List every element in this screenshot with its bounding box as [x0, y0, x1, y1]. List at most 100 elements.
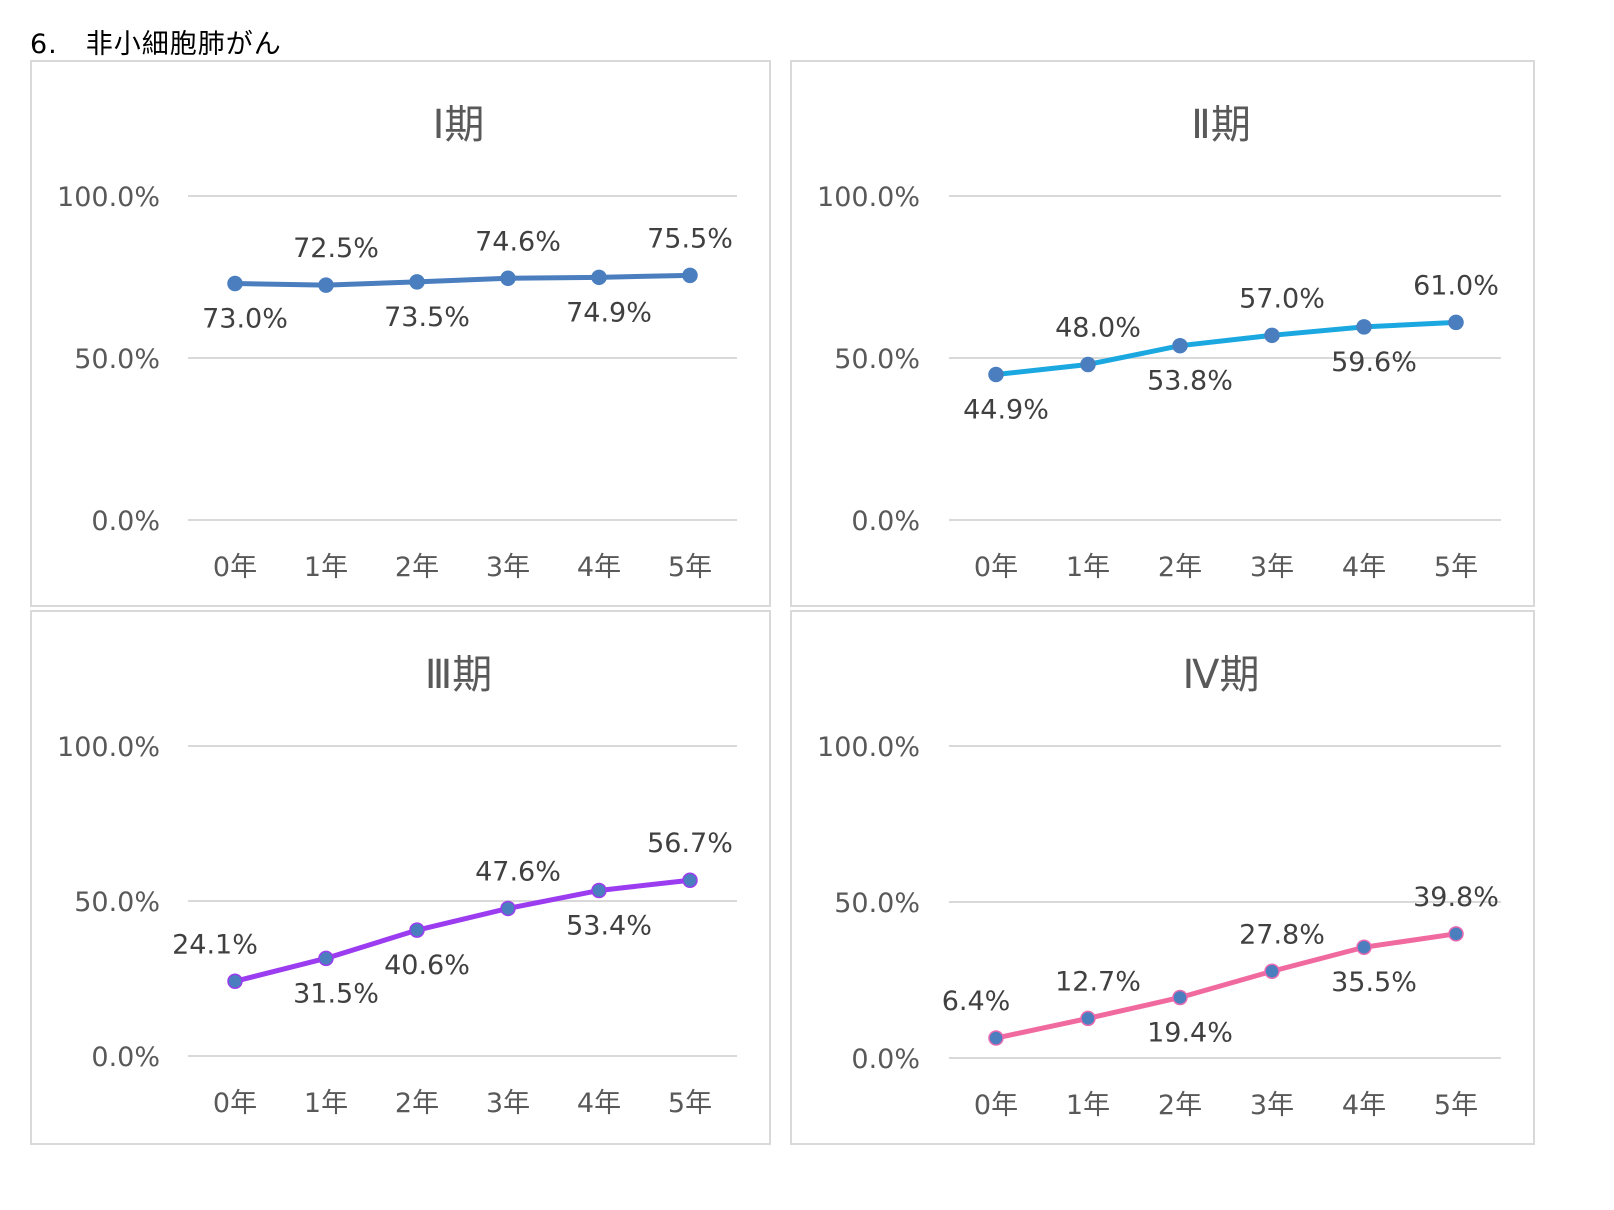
data-point — [1264, 963, 1280, 980]
x-tick-label: 1年 — [1066, 1090, 1110, 1121]
data-point — [591, 882, 607, 899]
data-point — [500, 270, 516, 287]
x-tick-label: 3年 — [486, 552, 530, 583]
data-label: 12.7% — [1055, 966, 1141, 997]
x-tick-label: 0年 — [213, 552, 257, 583]
data-point — [1356, 939, 1372, 955]
data-label: 73.5% — [384, 302, 470, 333]
x-tick-label: 1年 — [1066, 552, 1110, 583]
chart-title: Ⅱ期 — [1191, 102, 1251, 148]
chart-panel-stage-2: Ⅱ期 0.0% 50.0% 100.0% 0年 1年 2年 3年 4年 5年 44.9% 48.0% 5… — [790, 60, 1535, 607]
data-point — [409, 922, 425, 938]
data-point — [1172, 989, 1188, 1006]
data-label: 56.7% — [647, 828, 733, 859]
y-tick-label: 100.0% — [57, 182, 160, 213]
data-point — [682, 872, 698, 888]
series-line — [232, 877, 693, 984]
x-tick-label: 5年 — [668, 552, 712, 583]
page-title: 6. 非小細胞肺がん — [30, 29, 282, 60]
x-tick-label: 0年 — [974, 1090, 1018, 1121]
x-tick-label: 2年 — [395, 1088, 439, 1119]
x-tick-label: 3年 — [486, 1088, 530, 1119]
x-tick-label: 2年 — [1158, 1090, 1202, 1121]
data-label: 53.4% — [566, 910, 652, 941]
data-point — [318, 277, 334, 293]
data-label: 72.5% — [293, 233, 379, 264]
data-label: 24.1% — [172, 929, 258, 960]
data-point — [227, 973, 243, 990]
data-label: 75.5% — [647, 223, 733, 254]
x-tick-label: 1年 — [304, 1088, 348, 1119]
x-tick-label: 5年 — [668, 1088, 712, 1119]
x-tick-label: 3年 — [1250, 552, 1294, 583]
x-tick-label: 3年 — [1250, 1090, 1294, 1121]
y-tick-label: 50.0% — [834, 344, 920, 375]
y-tick-label: 0.0% — [91, 506, 160, 537]
data-point — [988, 1030, 1004, 1046]
data-label: 39.8% — [1413, 882, 1499, 913]
y-tick-label: 0.0% — [851, 1044, 920, 1075]
y-tick-label: 0.0% — [851, 506, 920, 537]
chart-title: Ⅳ期 — [1183, 652, 1260, 698]
data-label: 74.6% — [475, 226, 561, 257]
data-label: 44.9% — [963, 395, 1049, 426]
x-tick-label: 4年 — [577, 552, 621, 583]
chart-panel-stage-3: Ⅲ期 0.0% 50.0% 100.0% 0年 1年 2年 3年 4年 5年 24.1% 31.5% 4… — [30, 610, 771, 1145]
data-point — [318, 950, 334, 967]
data-point — [1356, 319, 1372, 335]
data-point — [1264, 327, 1280, 344]
data-label: 6.4% — [942, 986, 1011, 1017]
series-line — [232, 272, 693, 288]
chart-svg: Ⅰ期 0.0% 50.0% 100.0% 0年 1年 2年 3年 4年 5年 73.0% 72.5% 7… — [57, 102, 737, 583]
data-label: 53.8% — [1147, 366, 1233, 397]
y-tick-label: 100.0% — [817, 732, 920, 763]
y-tick-label: 0.0% — [91, 1042, 160, 1073]
chart-title: Ⅰ期 — [433, 102, 485, 148]
data-point — [1448, 926, 1464, 942]
x-tick-label: 2年 — [1158, 552, 1202, 583]
y-tick-label: 100.0% — [817, 182, 920, 213]
data-point — [1172, 337, 1188, 354]
data-point — [500, 900, 516, 917]
y-tick-label: 100.0% — [57, 732, 160, 763]
chart-panel-stage-1: Ⅰ期 0.0% 50.0% 100.0% 0年 1年 2年 3年 4年 5年 73.0% 72.5% 7… — [30, 60, 771, 607]
data-label: 40.6% — [384, 950, 470, 981]
series-line — [993, 319, 1459, 378]
data-label: 31.5% — [293, 978, 379, 1009]
chart-panel-stage-4: Ⅳ期 0.0% 50.0% 100.0% 0年 1年 2年 3年 4年 5年 6.4% 12.7% 19… — [790, 610, 1535, 1145]
data-label: 47.6% — [475, 856, 561, 887]
x-tick-label: 0年 — [213, 1088, 257, 1119]
data-point — [591, 269, 607, 286]
data-label: 35.5% — [1331, 967, 1417, 998]
data-point — [988, 366, 1004, 383]
data-label: 19.4% — [1147, 1017, 1233, 1048]
y-tick-label: 50.0% — [74, 344, 160, 375]
data-point — [409, 274, 425, 290]
x-tick-label: 5年 — [1434, 1090, 1478, 1121]
chart-svg: Ⅳ期 0.0% 50.0% 100.0% 0年 1年 2年 3年 4年 5年 6.4% 12.7%19… — [817, 652, 1501, 1121]
data-point — [1080, 356, 1096, 373]
series-line — [993, 931, 1459, 1041]
data-label: 74.9% — [566, 297, 652, 328]
data-point — [682, 267, 698, 284]
data-label: 61.0% — [1413, 270, 1499, 301]
x-tick-label: 2年 — [395, 552, 439, 583]
y-tick-label: 50.0% — [74, 887, 160, 918]
data-label: 57.0% — [1239, 283, 1325, 314]
x-tick-label: 0年 — [974, 552, 1018, 583]
x-tick-label: 1年 — [304, 552, 348, 583]
data-point — [1080, 1010, 1096, 1027]
data-label: 27.8% — [1239, 919, 1325, 950]
data-label: 59.6% — [1331, 347, 1417, 378]
x-tick-label: 4年 — [1342, 1090, 1386, 1121]
data-point — [1448, 314, 1464, 331]
y-tick-label: 50.0% — [834, 888, 920, 919]
data-point — [227, 275, 243, 292]
chart-title: Ⅲ期 — [425, 652, 493, 698]
data-label: 73.0% — [202, 303, 288, 334]
x-tick-label: 4年 — [577, 1088, 621, 1119]
x-tick-label: 5年 — [1434, 552, 1478, 583]
x-tick-label: 4年 — [1342, 552, 1386, 583]
